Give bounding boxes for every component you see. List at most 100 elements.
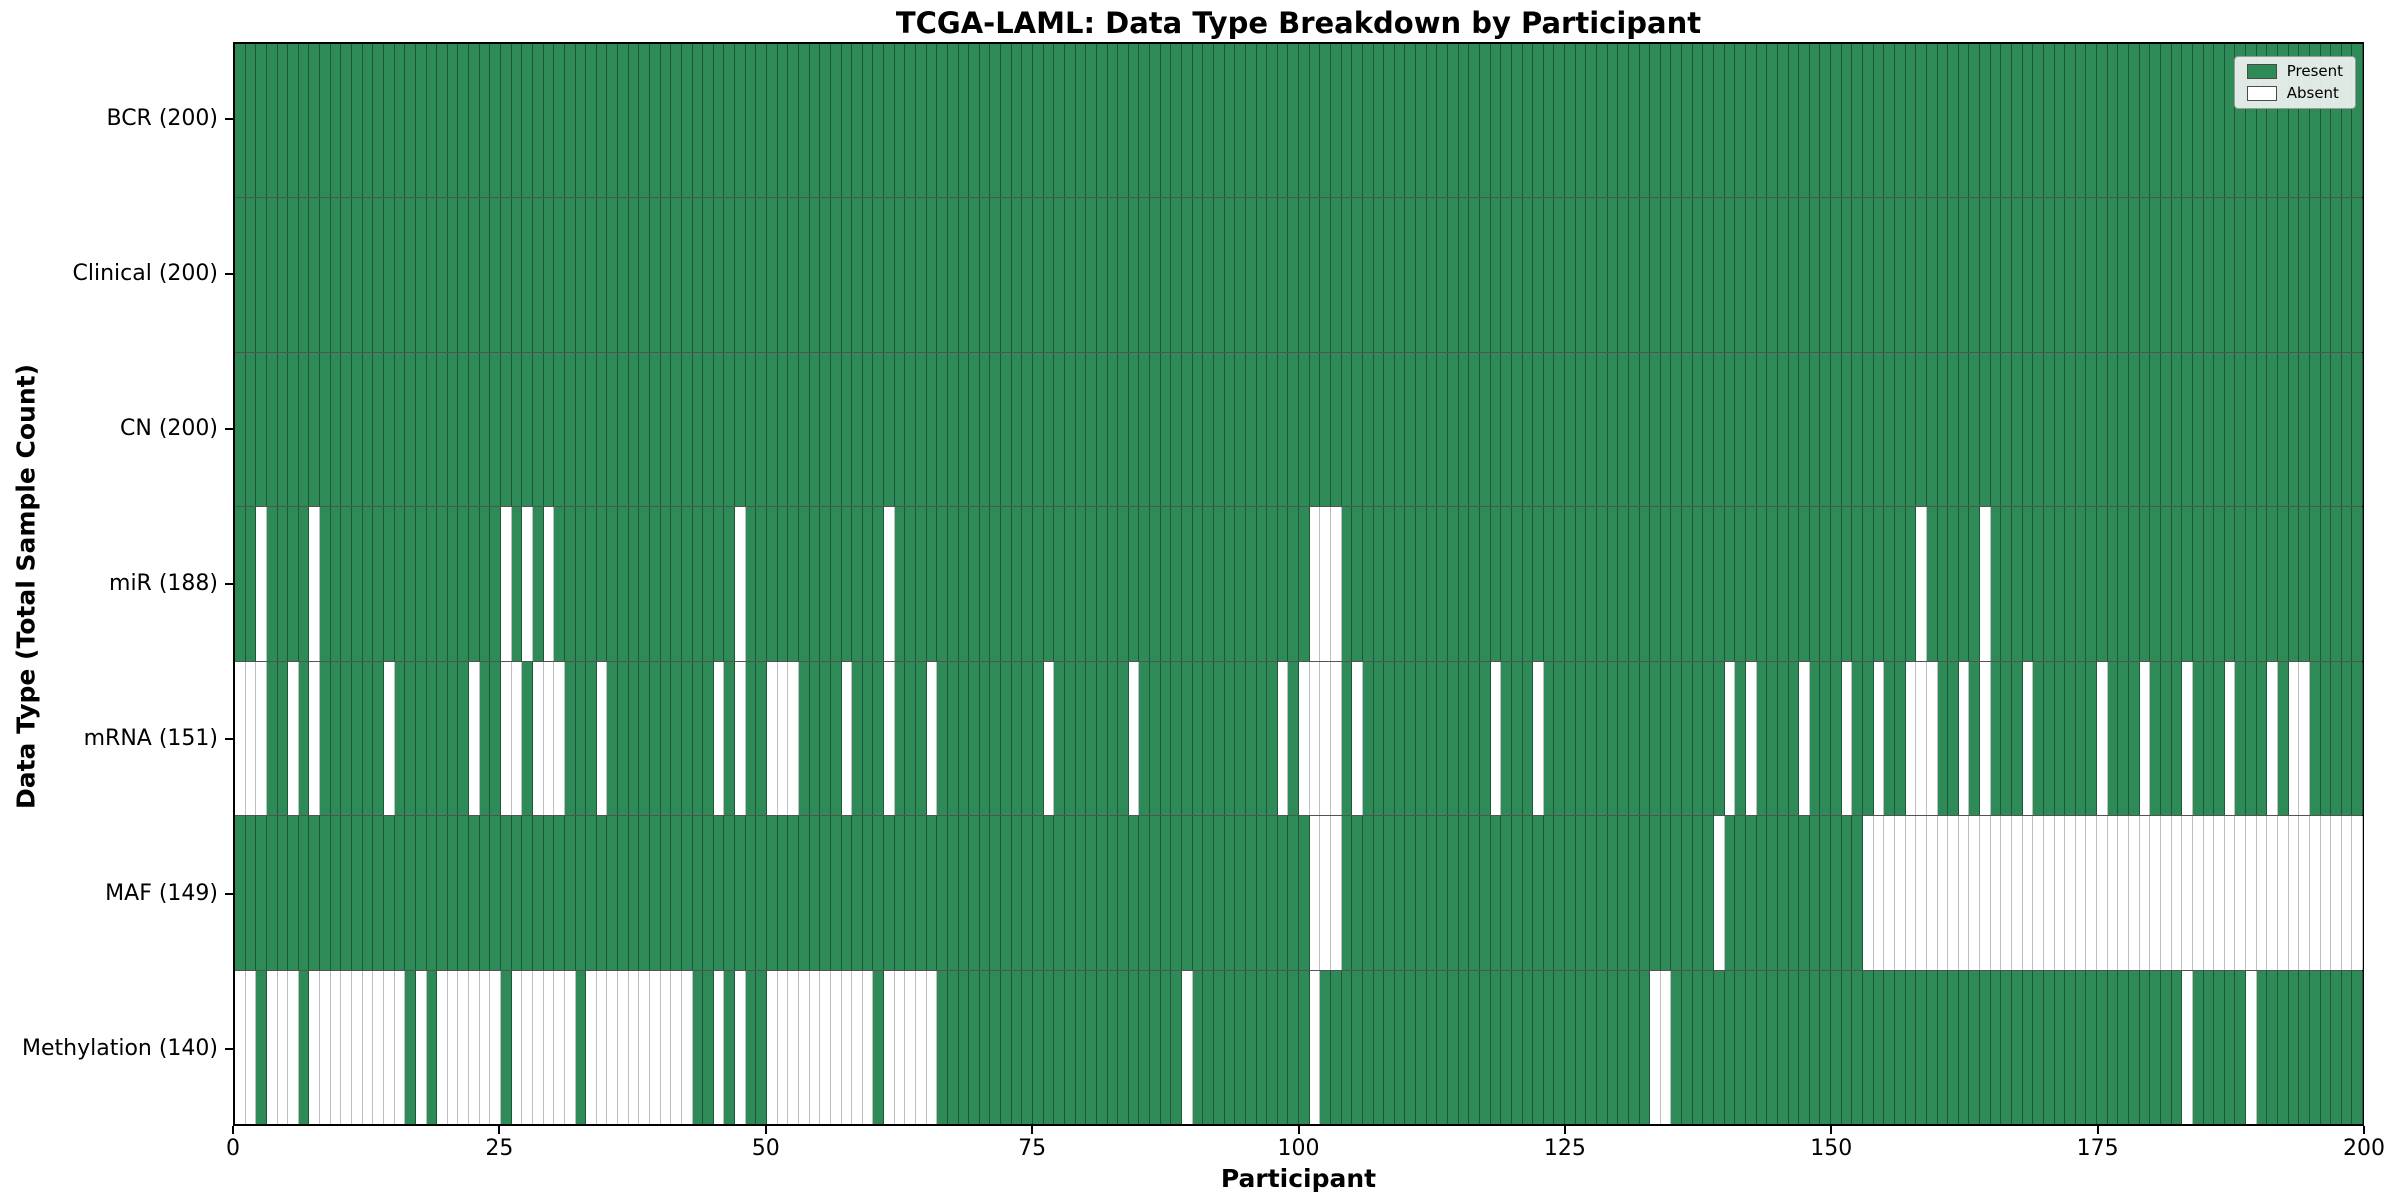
heatmap-cell [1905, 970, 1917, 1124]
heatmap-cell [1490, 198, 1502, 352]
heatmap-cell [1554, 352, 1566, 507]
heatmap-cell [1426, 970, 1438, 1124]
heatmap-cell [309, 970, 321, 1124]
heatmap-cell [1756, 661, 1768, 816]
heatmap-cell [1586, 352, 1597, 507]
heatmap-cell [2341, 816, 2353, 970]
heatmap-cell [1160, 352, 1172, 507]
heatmap-cell [458, 44, 470, 198]
heatmap-cell [1277, 44, 1289, 198]
heatmap-cell [969, 970, 980, 1124]
heatmap-cell [884, 970, 895, 1124]
heatmap-cell [1043, 352, 1055, 507]
heatmap-cell [1075, 816, 1087, 970]
heatmap-cell [1714, 198, 1725, 352]
heatmap-cell [660, 970, 672, 1124]
heatmap-cell [1128, 352, 1140, 507]
heatmap-cell [788, 816, 799, 970]
heatmap-cell [1320, 661, 1331, 816]
heatmap-cell [479, 198, 491, 352]
heatmap-cell [394, 352, 406, 507]
heatmap-cell [703, 44, 714, 198]
heatmap-cell [1373, 661, 1385, 816]
heatmap-cell [1831, 507, 1842, 661]
heatmap-cell [1203, 816, 1214, 970]
heatmap-cell [862, 661, 874, 816]
heatmap-cell [1373, 198, 1385, 352]
heatmap-cell [1565, 507, 1576, 661]
heatmap-cell [1479, 970, 1491, 1124]
heatmap-cell [1863, 970, 1874, 1124]
heatmap-cell [1309, 661, 1321, 816]
heatmap-cell [777, 198, 789, 352]
heatmap-cell [1533, 816, 1544, 970]
heatmap-cell [447, 970, 459, 1124]
heatmap-cell [2139, 198, 2151, 352]
heatmap-cell [1522, 970, 1534, 1124]
heatmap-cell [649, 198, 661, 352]
heatmap-cell [767, 661, 778, 816]
heatmap-cell [1469, 816, 1480, 970]
heatmap-cell [458, 198, 470, 352]
heatmap-cell [415, 970, 427, 1124]
heatmap-cell [1426, 661, 1438, 816]
heatmap-cell [1745, 507, 1757, 661]
heatmap-cell [1064, 970, 1076, 1124]
heatmap-cell [649, 661, 661, 816]
heatmap-cell [852, 970, 863, 1124]
heatmap-cell [1926, 970, 1938, 1124]
heatmap-cell [426, 352, 438, 507]
heatmap-cell [1905, 816, 1917, 970]
heatmap-cell [2043, 44, 2055, 198]
heatmap-cell [1416, 507, 1427, 661]
heatmap-cell [1799, 507, 1810, 661]
heatmap-cell [1299, 661, 1310, 816]
heatmap-cell [298, 816, 310, 970]
heatmap-cell [2288, 970, 2300, 1124]
heatmap-cell [245, 352, 257, 507]
heatmap-cell [1479, 44, 1491, 198]
heatmap-cell [1001, 970, 1012, 1124]
heatmap-cell [2182, 970, 2193, 1124]
heatmap-cell [330, 816, 342, 970]
heatmap-cell [2278, 661, 2289, 816]
heatmap-cell [2129, 44, 2140, 198]
heatmap-cell [1682, 816, 1693, 970]
heatmap-cell [969, 507, 980, 661]
heatmap-cell [2267, 198, 2278, 352]
heatmap-cell [2118, 352, 2130, 507]
heatmap-cell [2192, 507, 2204, 661]
heatmap-cell [532, 198, 544, 352]
heatmap-cell [447, 661, 459, 816]
heatmap-cell [1873, 816, 1885, 970]
heatmap-cell [607, 661, 619, 816]
heatmap-cell [681, 816, 693, 970]
heatmap-cell [1256, 816, 1268, 970]
heatmap-cell [1224, 507, 1236, 661]
heatmap-cell [767, 507, 778, 661]
heatmap-cell [1288, 44, 1300, 198]
heatmap-cell [447, 44, 459, 198]
heatmap-cell [1086, 507, 1097, 661]
heatmap-cell [1639, 661, 1651, 816]
heatmap-cell [1267, 661, 1278, 816]
heatmap-cell [916, 970, 927, 1124]
heatmap-cell [1692, 507, 1704, 661]
heatmap-cell [2043, 352, 2055, 507]
heatmap-cell [1650, 970, 1661, 1124]
heatmap-cell [2331, 661, 2342, 816]
heatmap-cell [352, 507, 363, 661]
heatmap-cell [809, 352, 821, 507]
heatmap-cell [1788, 44, 1800, 198]
heatmap-cell [1554, 507, 1566, 661]
heatmap-cell [1873, 44, 1885, 198]
heatmap-cell [1384, 44, 1395, 198]
heatmap-cell [383, 198, 395, 352]
heatmap-cell [2054, 352, 2066, 507]
heatmap-cell [256, 816, 267, 970]
heatmap-cell [586, 661, 597, 816]
heatmap-cell [1150, 44, 1161, 198]
heatmap-cell [820, 970, 831, 1124]
heatmap-cell [1671, 198, 1683, 352]
heatmap-cell [501, 507, 512, 661]
